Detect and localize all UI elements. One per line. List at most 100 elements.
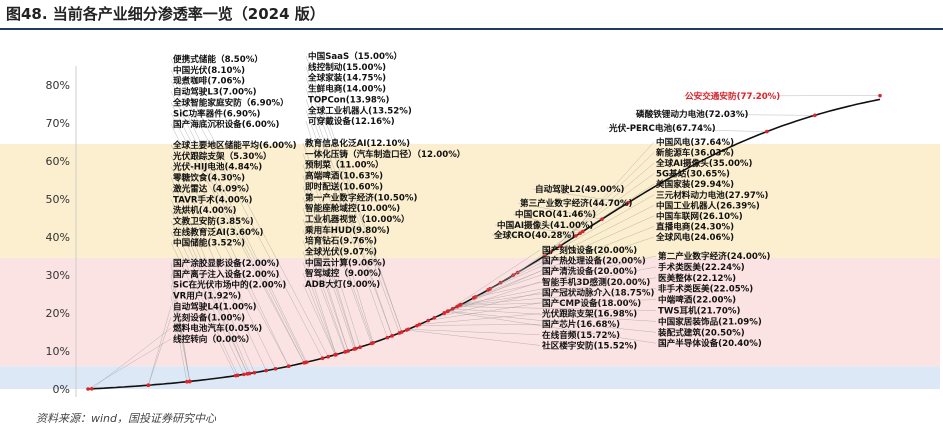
data-label: 零糖饮食(4.30%) (172, 172, 245, 184)
data-label: TAVR手术(4.00%) (173, 193, 252, 205)
data-label: 国产离子注入设备(2.00%) (173, 268, 279, 280)
y-tick-label: 0% (53, 383, 70, 396)
leader-line (170, 102, 305, 363)
data-point (548, 250, 553, 254)
data-label: 激光雷达（4.09%） (173, 182, 254, 194)
leader-line (302, 208, 349, 352)
data-point (264, 368, 268, 373)
data-point (358, 345, 362, 350)
data-label: 全球风电(24.06%) (655, 231, 734, 243)
leader-line (448, 310, 657, 333)
leader-line (452, 308, 657, 322)
leader-line (408, 329, 541, 336)
data-label: 光伏跟踪支架（5.30%） (172, 150, 272, 162)
data-point (415, 323, 419, 328)
data-label: 国产热处理设备(20.00%) (542, 255, 646, 267)
band-mid (0, 257, 940, 367)
leader-line (474, 236, 655, 298)
leader-line (170, 199, 248, 374)
data-point (442, 311, 447, 315)
y-tick-label: 20% (46, 307, 70, 320)
data-label: 国产CMP设备(18.00%) (542, 297, 641, 309)
data-label: 国产涂胶显影设备(2.00%) (173, 257, 279, 269)
title-rule (0, 28, 943, 30)
data-label: TWS耳机(21.70%) (658, 305, 740, 317)
data-point (390, 334, 394, 338)
data-point (369, 341, 374, 346)
data-point (574, 234, 578, 238)
leader-line (459, 288, 657, 306)
data-label: 现煮咖啡(7.06%) (173, 75, 245, 87)
data-label: 中国光伏(8.10%) (173, 64, 245, 76)
data-point (813, 113, 817, 118)
data-label: 教育信息化泛AI(12.10%) (305, 137, 410, 149)
data-label: 第二产业数字经济(24.00%) (658, 250, 770, 262)
data-point (455, 304, 459, 309)
y-tick-label: 60% (46, 155, 70, 168)
data-point (397, 331, 402, 335)
data-label: 自动驾驶L4(1.00%) (173, 300, 257, 312)
data-label: 文教卫安防(3.85%) (172, 215, 254, 227)
data-label: 洗烘机(4.00%) (173, 204, 237, 216)
leader-line (302, 283, 336, 355)
data-label: 光伏-PERC电池(67.74%) (608, 122, 716, 134)
data-label: 国产刻蚀设备(20.00%) (542, 244, 637, 256)
data-point (352, 347, 356, 351)
data-label: 自动驾驶L3(7.00%) (173, 86, 257, 98)
leader-line (302, 186, 356, 349)
leader-line (302, 251, 337, 355)
y-tick-label: 40% (46, 231, 70, 244)
y-tick-label: 50% (46, 193, 70, 206)
data-point (242, 372, 246, 377)
data-label: 乘用车HUD(9.80%) (304, 224, 390, 236)
data-label: 手术类医美(22.24%) (658, 261, 745, 273)
data-label: 预制菜（11.00%） (305, 159, 384, 171)
data-label: 直播电商(24.30%) (656, 220, 734, 232)
data-label: SiC功率器件(6.90%) (173, 107, 261, 119)
leader-line (461, 266, 657, 305)
leader-line (302, 175, 356, 349)
data-label: 公安交通安防(77.20%) (685, 90, 780, 102)
leader-line (302, 142, 373, 344)
data-label: 全球CRO(40.28%) (493, 229, 575, 241)
data-label: 线控制动(15.00%) (308, 61, 386, 73)
data-label: 线控转向（0.00%） (173, 333, 254, 345)
leader-line (170, 231, 238, 376)
leader-line (302, 218, 349, 352)
leader-line (532, 188, 629, 204)
leader-line (170, 91, 306, 363)
data-point (233, 373, 238, 378)
data-point (581, 229, 585, 234)
leader-line (148, 317, 172, 386)
leader-line (302, 262, 337, 355)
leader-line (475, 226, 655, 297)
leader-line (170, 80, 307, 363)
data-point (320, 356, 325, 361)
leader-line (490, 205, 655, 289)
leader-line (302, 273, 336, 355)
data-point (471, 296, 476, 300)
y-tick-label: 70% (46, 117, 70, 130)
data-label: 全球工业机器人(13.52%) (307, 104, 412, 116)
leader-line (170, 124, 289, 367)
leader-line (170, 113, 305, 363)
data-label: 光伏跟踪支架(16.98%) (541, 308, 637, 320)
leader-line (473, 255, 657, 299)
leader-line (305, 110, 388, 338)
data-label: 一体化压铸（汽车制造口径）（12.00%） (305, 148, 465, 160)
data-point (404, 328, 409, 332)
data-label: 可穿戴设备(12.16%) (308, 115, 395, 127)
data-label: 中国车联网(26.10%) (656, 210, 743, 222)
data-label: SiC在光伏市场中的(2.00%) (173, 279, 286, 291)
data-label: 中国AI摄像头(41.00%) (497, 219, 594, 231)
data-label: 中端啤酒(22.00%) (658, 294, 736, 306)
data-point (286, 364, 291, 369)
y-tick-label: 10% (46, 345, 70, 358)
data-point (245, 372, 250, 376)
data-point (333, 353, 337, 357)
data-label: 中国SaaS（15.00%） (308, 50, 402, 62)
data-label: ADB大灯(9.00%) (305, 278, 380, 290)
leader-line (513, 184, 655, 276)
leader-line (305, 88, 393, 336)
leader-line (170, 177, 255, 373)
